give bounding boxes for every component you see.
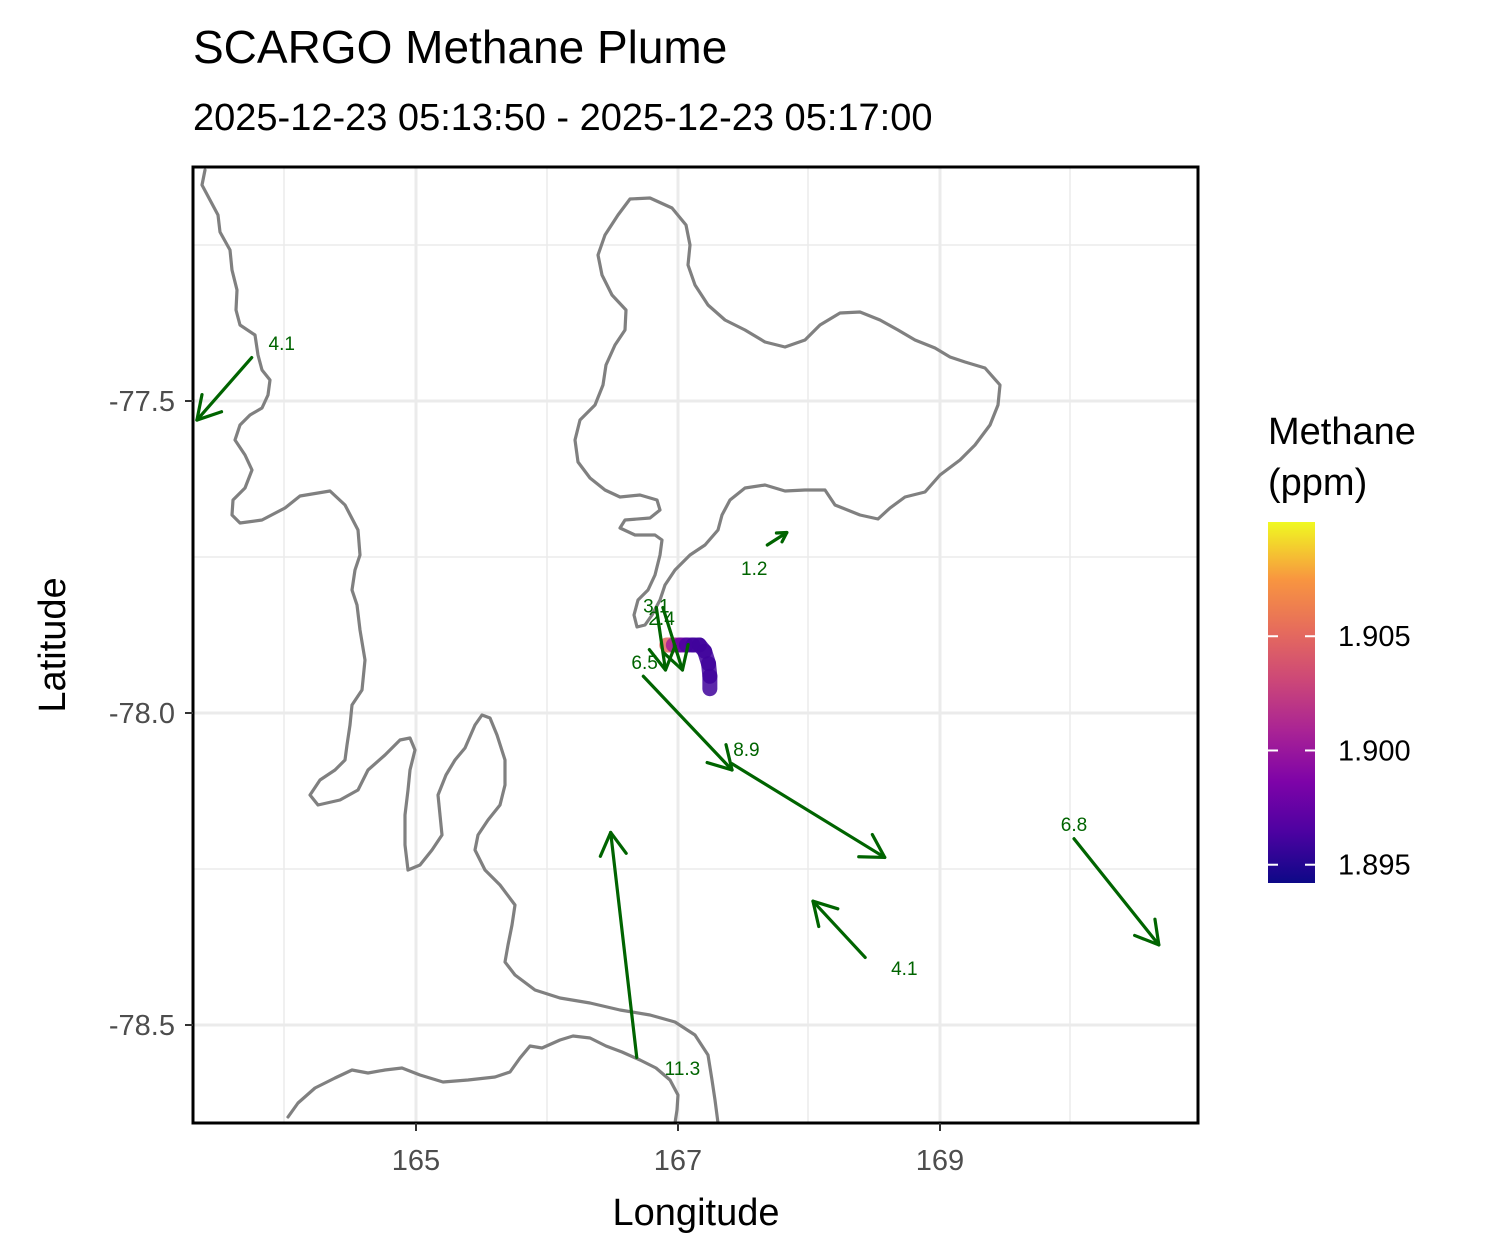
y-tick-label: -78.0	[109, 698, 175, 730]
legend-ticks: 1.905 1.900 1.895	[1268, 621, 1411, 882]
wind-vector: 4.1	[811, 899, 918, 980]
wind-vectors: 4.11.23.12.46.58.96.84.111.3	[195, 334, 1161, 1080]
wind-vector: 11.3	[598, 830, 701, 1080]
wind-speed-label: 4.1	[891, 959, 917, 980]
wind-arrow-shaft	[661, 605, 685, 672]
wind-arrow-head	[811, 899, 840, 929]
wind-speed-label: 11.3	[665, 1059, 701, 1080]
coastline-layer	[200, 168, 1002, 1123]
wind-arrow-shaft	[195, 355, 254, 422]
legend-title-line1: Methane	[1268, 411, 1416, 453]
x-tick-label: 167	[654, 1145, 702, 1177]
legend-tick-label: 1.905	[1338, 621, 1411, 653]
wind-vector: 8.9	[730, 740, 887, 860]
coastline-south	[286, 1034, 680, 1123]
wind-arrow-shaft	[641, 674, 734, 772]
panel-border	[191, 165, 1200, 1125]
chart-subtitle: 2025-12-23 05:13:50 - 2025-12-23 05:17:0…	[193, 97, 932, 139]
chart-title: SCARGO Methane Plume	[193, 21, 727, 73]
wind-vector: 2.4	[647, 605, 677, 672]
y-axis: -77.5 -78.0 -78.5 Latitude	[32, 386, 193, 1042]
wind-arrow-shaft	[1072, 837, 1161, 947]
legend: Methane (ppm) 1.905 1.900 1.895	[1268, 411, 1416, 883]
legend-tick-label: 1.900	[1338, 735, 1411, 767]
wind-vector: 1.2	[741, 530, 789, 580]
wind-vector: 4.1	[195, 334, 295, 422]
map-panel: 4.11.23.12.46.58.96.84.111.3	[191, 165, 1200, 1125]
y-axis-title: Latitude	[32, 577, 74, 712]
legend-colorbar	[1268, 522, 1315, 883]
wind-arrow-shaft	[654, 605, 668, 672]
wind-arrow-head	[647, 644, 677, 672]
wind-arrow-shaft	[765, 530, 789, 547]
wind-speed-label: 6.8	[1061, 815, 1087, 836]
x-tick-label: 169	[916, 1145, 964, 1177]
wind-arrow-head	[1133, 917, 1161, 947]
coastline-west	[200, 168, 720, 1123]
x-axis-title: Longitude	[613, 1192, 780, 1234]
gridlines	[193, 167, 1198, 1123]
wind-arrow-head	[774, 530, 789, 544]
wind-arrow-head	[598, 830, 628, 858]
wind-speed-label: 6.5	[631, 653, 657, 674]
wind-speed-label: 1.2	[741, 559, 767, 580]
x-axis: 165 167 169 Longitude	[392, 1123, 964, 1234]
wind-vector: 6.8	[1061, 815, 1161, 947]
coastline-east-island	[573, 196, 1002, 629]
wind-speed-label: 8.9	[733, 740, 759, 761]
legend-tick-label: 1.895	[1338, 850, 1411, 882]
wind-arrow-head	[705, 743, 734, 772]
x-tick-label: 165	[392, 1145, 440, 1177]
wind-speed-label: 4.1	[269, 334, 295, 355]
y-tick-label: -78.5	[109, 1010, 175, 1042]
wind-speed-label: 2.4	[648, 609, 675, 630]
wind-arrow-head	[195, 392, 224, 422]
wind-arrow-head	[857, 832, 887, 860]
y-tick-label: -77.5	[109, 386, 175, 418]
legend-title-line2: (ppm)	[1268, 462, 1367, 504]
wind-arrow-shaft	[811, 899, 867, 960]
wind-arrow-shaft	[609, 830, 639, 1059]
wind-arrow-shaft	[730, 762, 887, 860]
wind-vector: 6.5	[631, 653, 734, 772]
